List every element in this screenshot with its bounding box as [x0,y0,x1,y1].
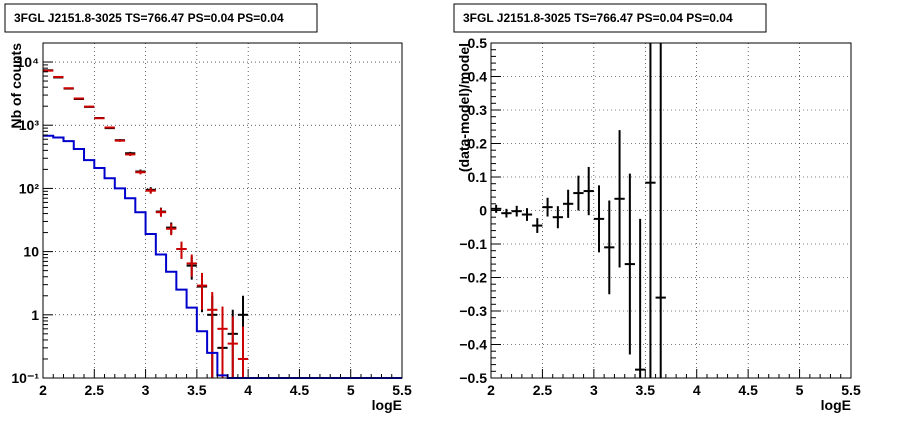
right-x-tick-label: 2 [487,382,495,398]
left-ticks: 2 2.5 3 3.5 4 4.5 5 5.5 10⁻¹ 1 10 10² 10³ 10⁴ [11,42,412,398]
left-histogram-line [43,134,402,379]
right-x-tick-label: 4.5 [738,382,758,398]
left-x-tick-label: 3 [142,382,150,398]
right-ticks: 2 2.5 3 3.5 4 4.5 5 5.5 −0.5 −0.4 −0.3 −0.2 −0.1 0 0.1… [459,35,861,398]
right-x-tick-label: 5.5 [841,382,861,398]
left-y-tick-label: 10⁴ [17,54,40,70]
left-y-tick-label: 10⁻¹ [11,370,39,386]
right-title: 3FGL J2151.8-3025 TS=766.47 PS=0.04 PS=0… [463,11,733,25]
right-y-tick-label: −0.2 [459,270,487,286]
right-y-tick-label: −0.3 [459,303,487,319]
left-x-tick-label: 4 [244,382,252,398]
right-marks [491,43,666,378]
right-y-axis-title: (data-model)/model [456,43,472,172]
left-x-tick-label: 3.5 [187,382,207,398]
right-y-tick-label: 0.2 [468,136,488,152]
right-title-box [453,3,767,33]
left-y-tick-label: 10³ [19,117,40,133]
right-x-axis-title: logE [821,397,851,413]
right-y-tick-label: −0.1 [459,236,487,252]
left-x-tick-label: 2 [39,382,47,398]
left-y-axis-title: Nb of counts [8,43,24,129]
right-y-tick-label: 0.4 [468,69,488,85]
left-y-tick-label: 1 [31,307,39,323]
left-frame [42,42,403,379]
left-x-tick-label: 5.5 [392,382,412,398]
left-title: 3FGL J2151.8-3025 TS=766.47 PS=0.04 PS=0… [14,11,284,25]
left-x-tick-label: 5 [347,382,355,398]
right-y-tick-label: 0.1 [468,169,488,185]
right-x-tick-label: 2.5 [533,382,553,398]
left-x-tick-label: 4.5 [290,382,310,398]
right-y-tick-label: 0.3 [468,102,488,118]
right-y-tick-label: −0.5 [459,370,487,386]
left-x-axis-title: logE [372,397,402,413]
right-x-tick-label: 3 [590,382,598,398]
right-grid [491,43,851,378]
right-y-tick-label: 0.5 [468,35,488,51]
left-marks [43,69,402,379]
right-x-tick-label: 4 [693,382,701,398]
left-panel: 3FGL J2151.8-3025 TS=766.47 PS=0.04 PS=0… [4,3,412,413]
right-panel: 3FGL J2151.8-3025 TS=766.47 PS=0.04 PS=0… [453,3,861,413]
right-x-tick-label: 3.5 [636,382,656,398]
left-y-tick-label: 10² [19,180,40,196]
right-x-tick-label: 5 [796,382,804,398]
left-x-tick-label: 2.5 [85,382,105,398]
right-y-tick-label: −0.4 [459,337,487,353]
left-y-tick-label: 10 [23,244,39,260]
right-y-tick-label: 0 [479,203,487,219]
left-title-box [4,3,318,33]
